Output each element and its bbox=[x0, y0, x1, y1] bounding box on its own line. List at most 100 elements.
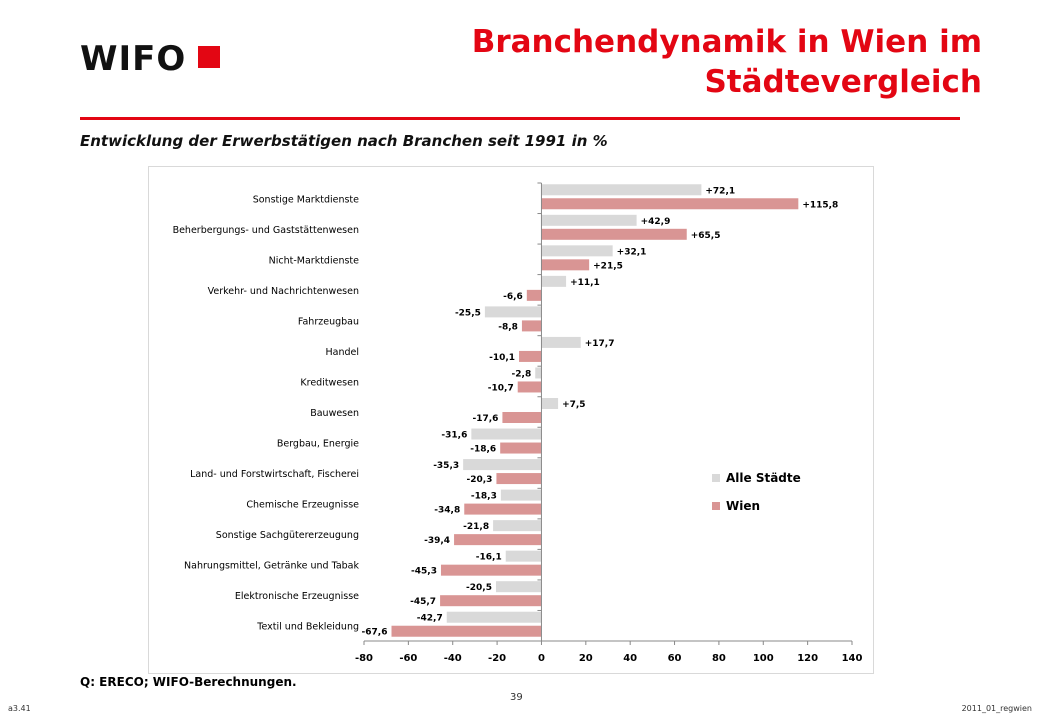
category-label: Kreditwesen bbox=[300, 377, 359, 388]
x-tick-label: 60 bbox=[668, 653, 682, 664]
bar-alle-staedte bbox=[495, 581, 542, 593]
x-tick-label: 0 bbox=[538, 653, 545, 664]
chart-subtitle: Entwicklung der Erwerbstätigen nach Bran… bbox=[80, 132, 608, 150]
x-tick-label: -60 bbox=[399, 653, 417, 664]
bar-wien bbox=[454, 534, 542, 546]
bar-alle-staedte bbox=[463, 459, 542, 471]
bar-alle-staedte bbox=[471, 428, 542, 440]
category-label: Nicht-Marktdienste bbox=[269, 255, 360, 266]
title-line-1: Branchendynamik in Wien im bbox=[471, 24, 982, 60]
category-label: Bergbau, Energie bbox=[277, 439, 359, 450]
bar-wien bbox=[391, 625, 542, 637]
data-label: -31,6 bbox=[441, 431, 467, 441]
data-label: +7,5 bbox=[562, 400, 585, 410]
x-tick-label: 40 bbox=[623, 653, 637, 664]
bar-alle-staedte bbox=[505, 550, 542, 562]
data-label: -8,8 bbox=[498, 322, 518, 332]
page-title: Branchendynamik in Wien im Städteverglei… bbox=[422, 22, 982, 102]
category-label: Textil und Bekleidung bbox=[256, 622, 359, 633]
data-label: -35,3 bbox=[433, 461, 459, 471]
data-label: -39,4 bbox=[424, 536, 450, 546]
bar-wien bbox=[541, 228, 687, 240]
bar-wien bbox=[519, 350, 542, 362]
data-label: -10,1 bbox=[489, 353, 515, 363]
bar-alle-staedte bbox=[541, 336, 581, 348]
bar-alle-staedte bbox=[541, 184, 702, 196]
slide-code: a3.41 bbox=[8, 704, 31, 713]
bar-wien bbox=[541, 198, 799, 210]
file-code: 2011_01_regwien bbox=[961, 704, 1032, 713]
data-label: +32,1 bbox=[617, 247, 647, 257]
bar-wien bbox=[500, 442, 542, 454]
data-label: -20,5 bbox=[466, 583, 492, 593]
legend-swatch-alle-staedte bbox=[712, 474, 720, 482]
bar-wien bbox=[502, 412, 542, 423]
bar-chart: Sonstige Marktdienste +72,1 +115,8 Beherber… bbox=[173, 182, 863, 664]
x-tick-label: -80 bbox=[355, 653, 373, 664]
chart-frame: Sonstige Marktdienste +72,1 +115,8 Beherber… bbox=[148, 166, 874, 674]
page-number: 39 bbox=[510, 692, 523, 703]
title-divider bbox=[80, 117, 960, 120]
data-label: -6,6 bbox=[503, 292, 523, 302]
bar-wien bbox=[521, 320, 542, 332]
legend-swatch-wien bbox=[712, 502, 720, 510]
category-label: Handel bbox=[325, 347, 359, 358]
data-label: -18,3 bbox=[471, 492, 497, 502]
data-label: -16,1 bbox=[476, 553, 502, 563]
bar-alle-staedte bbox=[446, 611, 542, 623]
bar-wien bbox=[496, 473, 542, 485]
bar-wien bbox=[440, 564, 542, 576]
data-label: +42,9 bbox=[641, 217, 671, 227]
logo-text: WIFO bbox=[80, 39, 187, 79]
bar-alle-staedte bbox=[535, 367, 542, 379]
data-label: -10,7 bbox=[488, 383, 514, 393]
data-label: -45,3 bbox=[411, 567, 437, 577]
x-tick-label: 20 bbox=[579, 653, 593, 664]
data-label: +17,7 bbox=[585, 339, 615, 349]
category-label: Chemische Erzeugnisse bbox=[246, 500, 359, 511]
data-label: -18,6 bbox=[470, 445, 496, 455]
data-label: -21,8 bbox=[463, 522, 489, 532]
category-label: Elektronische Erzeugnisse bbox=[235, 591, 359, 602]
data-label: -2,8 bbox=[512, 369, 532, 379]
title-line-2: Städtevergleich bbox=[704, 64, 982, 100]
logo-square bbox=[198, 46, 221, 68]
data-label: +65,5 bbox=[691, 231, 721, 241]
category-label: Verkehr- und Nachrichtenwesen bbox=[208, 286, 359, 297]
bar-alle-staedte bbox=[541, 275, 567, 287]
data-label: -34,8 bbox=[434, 506, 460, 516]
bar-alle-staedte bbox=[541, 398, 559, 409]
legend-label: Wien bbox=[726, 499, 760, 513]
data-label: -67,6 bbox=[362, 628, 388, 638]
bar-alle-staedte bbox=[484, 306, 542, 318]
x-tick-label: 120 bbox=[797, 653, 818, 664]
bar-wien bbox=[526, 289, 542, 301]
bar-wien bbox=[464, 503, 542, 515]
bar-wien bbox=[440, 595, 542, 607]
x-tick-label: -20 bbox=[488, 653, 506, 664]
wifo-logo: WIFO bbox=[80, 39, 221, 79]
bar-alle-staedte bbox=[493, 520, 542, 532]
category-label: Beherbergungs- und Gaststättenwesen bbox=[173, 225, 359, 236]
data-label: -42,7 bbox=[417, 614, 443, 624]
x-tick-label: -40 bbox=[444, 653, 462, 664]
x-tick-label: 140 bbox=[842, 653, 863, 664]
category-label: Bauwesen bbox=[310, 408, 359, 419]
bar-wien bbox=[541, 259, 590, 271]
bar-alle-staedte bbox=[500, 489, 542, 501]
data-label: -20,3 bbox=[466, 475, 492, 485]
data-label: +21,5 bbox=[593, 261, 623, 271]
data-label: -25,5 bbox=[455, 308, 481, 318]
data-label: -17,6 bbox=[472, 414, 498, 424]
category-label: Sonstige Sachgütererzeugung bbox=[216, 530, 359, 541]
category-label: Land- und Forstwirtschaft, Fischerei bbox=[190, 469, 359, 480]
data-label: -45,7 bbox=[410, 597, 436, 607]
data-label: +115,8 bbox=[802, 200, 838, 210]
data-label: +72,1 bbox=[705, 186, 735, 196]
source-note: Q: ERECO; WIFO-Berechnungen. bbox=[80, 675, 297, 689]
category-label: Nahrungsmittel, Getränke und Tabak bbox=[184, 561, 359, 572]
legend-label: Alle Städte bbox=[726, 471, 801, 485]
category-label: Fahrzeugbau bbox=[298, 316, 359, 327]
bar-wien bbox=[517, 381, 542, 393]
bar-alle-staedte bbox=[541, 245, 613, 257]
